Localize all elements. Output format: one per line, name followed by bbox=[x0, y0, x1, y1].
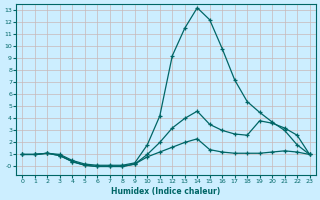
X-axis label: Humidex (Indice chaleur): Humidex (Indice chaleur) bbox=[111, 187, 221, 196]
